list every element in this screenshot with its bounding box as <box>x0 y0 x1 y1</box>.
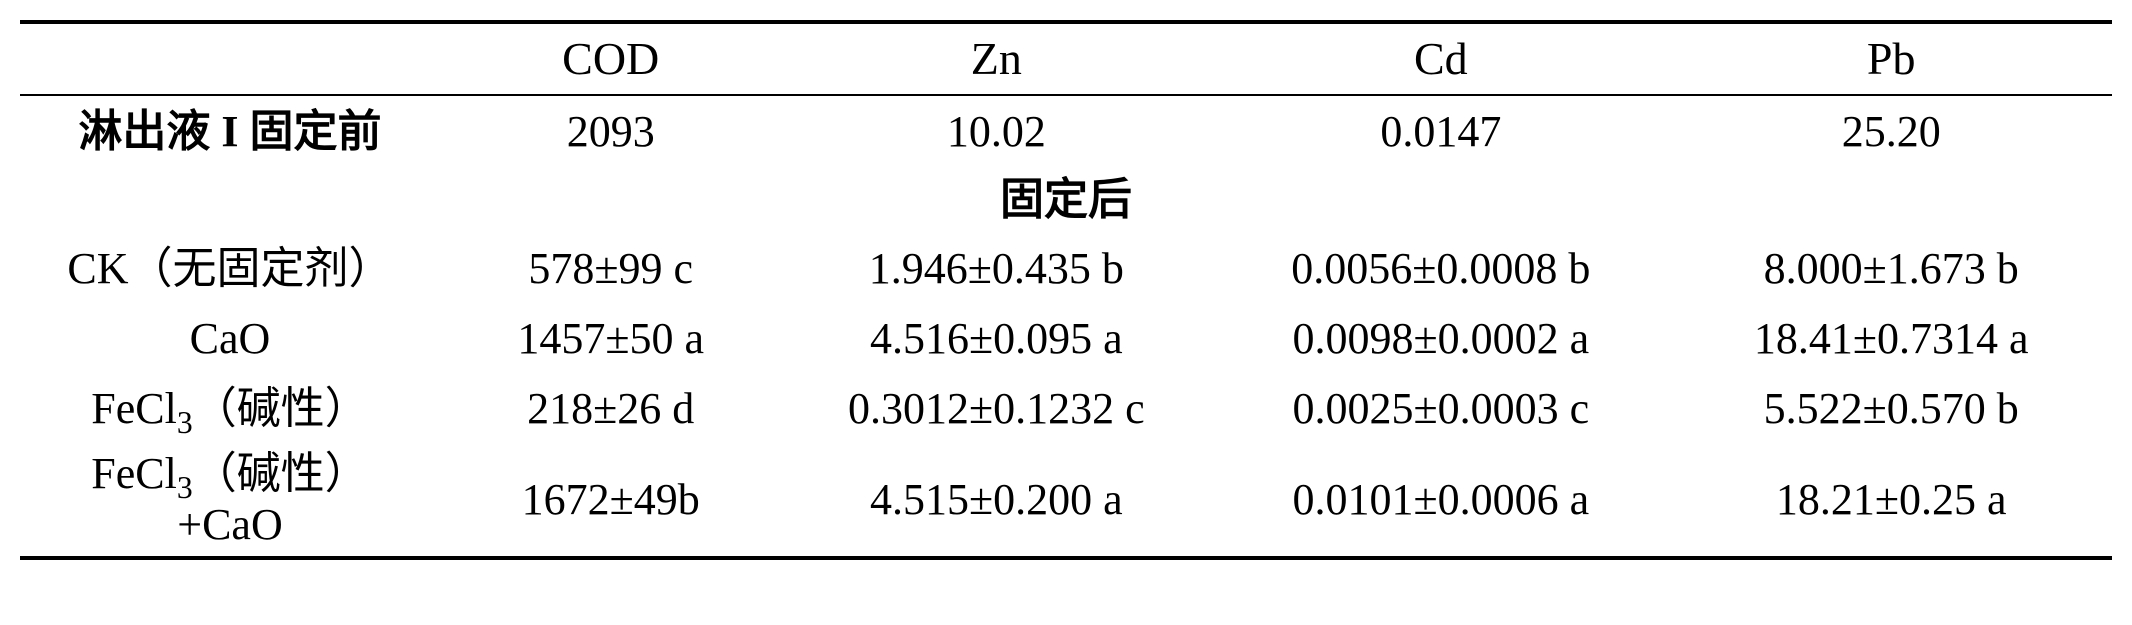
fecl3-cao-line2: +CaO <box>24 500 436 551</box>
header-cd: Cd <box>1211 24 1670 94</box>
header-blank <box>20 53 440 65</box>
header-pb: Pb <box>1670 24 2112 94</box>
row-fecl3-cod: 218±26 d <box>440 375 782 442</box>
row-fecl3-cao-cd: 0.0101±0.0006 a <box>1211 466 1670 533</box>
row-ck: CK（无固定剂） 578±99 c 1.946±0.435 b 0.0056±0… <box>20 233 2112 303</box>
fecl3-sub: 3 <box>177 404 193 439</box>
row-fecl3-cao-label: FeCl3（碱性） +CaO <box>20 443 440 556</box>
row-cao-cod: 1457±50 a <box>440 305 782 372</box>
row-ck-label: CK（无固定剂） <box>20 235 440 302</box>
row-ck-cd: 0.0056±0.0008 b <box>1211 235 1670 302</box>
row-fecl3-cd: 0.0025±0.0003 c <box>1211 375 1670 442</box>
rule-bottom <box>20 556 2112 560</box>
row-before-cd: 0.0147 <box>1211 98 1670 165</box>
header-cod: COD <box>440 24 782 94</box>
section-label: 固定后 <box>20 166 2112 233</box>
row-fecl3: FeCl3（碱性） 218±26 d 0.3012±0.1232 c 0.002… <box>20 373 2112 443</box>
row-ck-pb: 8.000±1.673 b <box>1670 235 2112 302</box>
row-before-zn: 10.02 <box>781 98 1211 165</box>
row-cao-cd: 0.0098±0.0002 a <box>1211 305 1670 372</box>
row-fecl3-cao-pb: 18.21±0.25 a <box>1670 466 2112 533</box>
fecl3-cao-line1: FeCl3（碱性） <box>24 449 436 500</box>
fecl3-cao-prefix: FeCl <box>91 449 177 498</box>
fecl3-suffix: （碱性） <box>193 384 369 433</box>
header-zn: Zn <box>781 24 1211 94</box>
row-cao-pb: 18.41±0.7314 a <box>1670 305 2112 372</box>
data-table: COD Zn Cd Pb 淋出液 I 固定前 2093 10.02 0.0147… <box>20 20 2112 560</box>
row-before-cod: 2093 <box>440 98 782 165</box>
row-before-label: 淋出液 I 固定前 <box>20 98 440 165</box>
row-cao: CaO 1457±50 a 4.516±0.095 a 0.0098±0.000… <box>20 303 2112 373</box>
row-fecl3-pb: 5.522±0.570 b <box>1670 375 2112 442</box>
row-cao-label: CaO <box>20 305 440 372</box>
row-fecl3-cao: FeCl3（碱性） +CaO 1672±49b 4.515±0.200 a 0.… <box>20 443 2112 556</box>
row-ck-zn: 1.946±0.435 b <box>781 235 1211 302</box>
row-fecl3-cao-cod: 1672±49b <box>440 466 782 533</box>
row-fecl3-label: FeCl3（碱性） <box>20 375 440 442</box>
row-before-fixation: 淋出液 I 固定前 2093 10.02 0.0147 25.20 <box>20 96 2112 166</box>
row-fecl3-cao-zn: 4.515±0.200 a <box>781 466 1211 533</box>
header-row: COD Zn Cd Pb <box>20 24 2112 94</box>
row-ck-cod: 578±99 c <box>440 235 782 302</box>
row-cao-zn: 4.516±0.095 a <box>781 305 1211 372</box>
row-before-pb: 25.20 <box>1670 98 2112 165</box>
fecl3-prefix: FeCl <box>91 384 177 433</box>
section-after-fixation: 固定后 <box>20 166 2112 233</box>
row-fecl3-zn: 0.3012±0.1232 c <box>781 375 1211 442</box>
fecl3-cao-suffix: （碱性） <box>193 449 369 498</box>
